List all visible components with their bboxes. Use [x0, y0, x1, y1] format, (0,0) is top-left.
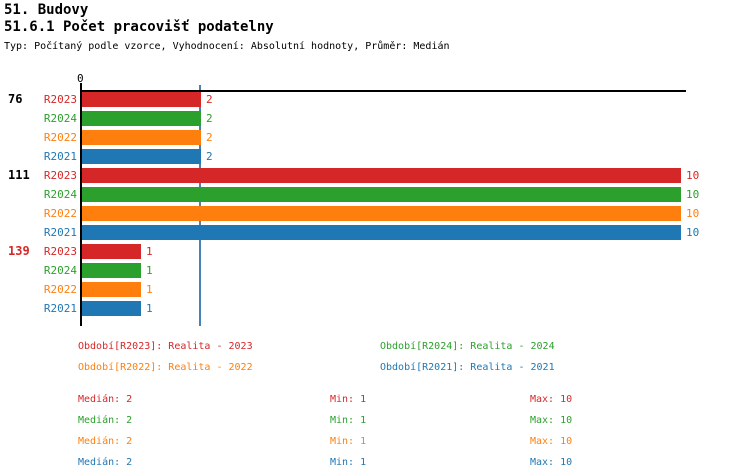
stat-median: Medián: 2 — [78, 394, 133, 405]
bar-row: 139 R2023 1 — [0, 244, 750, 259]
median-line — [199, 85, 201, 326]
bar-track: 2 — [81, 92, 750, 107]
series-label: R2022 — [43, 131, 77, 144]
bar-track: 10 — [81, 168, 750, 183]
bar-row: R2024 1 — [0, 263, 750, 278]
bar — [81, 168, 681, 183]
legend: Období[R2023]: Realita - 2023 Období[R202… — [78, 340, 555, 374]
stat-median: Medián: 2 — [78, 415, 133, 426]
legend-item: Období[R2021]: Realita - 2021 — [380, 362, 555, 373]
group-label: 139 — [8, 244, 30, 258]
group-label: 111 — [8, 168, 30, 182]
bar-row: 111 R2023 10 — [0, 168, 750, 183]
bar-track: 1 — [81, 282, 750, 297]
bar-value-label: 2 — [206, 131, 213, 144]
group-label: 76 — [8, 92, 23, 106]
bar-track: 1 — [81, 263, 750, 278]
stat-min: Min: 1 — [330, 436, 367, 447]
bar-value-label: 1 — [146, 264, 153, 277]
bar-value-label: 2 — [206, 112, 213, 125]
bar-row: R2021 1 — [0, 301, 750, 316]
bar-track: 10 — [81, 225, 750, 240]
stat-median: Medián: 2 — [78, 457, 133, 468]
series-label: R2022 — [43, 207, 77, 220]
bar — [81, 187, 681, 202]
bar-row: R2021 2 — [0, 149, 750, 164]
stat-max: Max: 10 — [530, 457, 573, 468]
bar-row: R2024 2 — [0, 111, 750, 126]
x-axis-zero-label: 0 — [77, 72, 84, 85]
series-label: R2024 — [43, 112, 77, 125]
bar-group: 111 R2023 10 R2024 10 R2022 10 R2021 10 — [0, 168, 750, 240]
stats-row: Medián: 2 Min: 1 Max: 10 — [78, 414, 572, 427]
bar-track: 2 — [81, 130, 750, 145]
stat-min: Min: 1 — [330, 457, 367, 468]
bar — [81, 301, 141, 316]
stat-median: Medián: 2 — [78, 436, 133, 447]
bar-track: 10 — [81, 206, 750, 221]
bar — [81, 149, 201, 164]
series-label: R2021 — [43, 226, 77, 239]
bar-track: 2 — [81, 149, 750, 164]
bar-value-label: 1 — [146, 302, 153, 315]
bar — [81, 244, 141, 259]
stats-row: Medián: 2 Min: 1 Max: 10 — [78, 456, 572, 469]
stats: Medián: 2 Min: 1 Max: 10 Medián: 2 Min: 1 Max… — [78, 393, 572, 469]
stat-max: Max: 10 — [530, 394, 573, 405]
bar — [81, 282, 141, 297]
bar-track: 1 — [81, 301, 750, 316]
bar-group: 139 R2023 1 R2024 1 R2022 1 R2021 1 — [0, 244, 750, 316]
bar-row: R2022 2 — [0, 130, 750, 145]
bar-row: R2024 10 — [0, 187, 750, 202]
stats-row: Medián: 2 Min: 1 Max: 10 — [78, 435, 572, 448]
series-label: R2024 — [43, 264, 77, 277]
legend-item: Období[R2024]: Realita - 2024 — [380, 341, 555, 352]
bar — [81, 111, 201, 126]
series-label: R2021 — [43, 302, 77, 315]
bar — [81, 225, 681, 240]
bar-value-label: 10 — [686, 226, 700, 239]
bar-row: R2022 10 — [0, 206, 750, 221]
x-axis-zero-tick — [80, 83, 82, 91]
bar-track: 1 — [81, 244, 750, 259]
bar-row: R2021 10 — [0, 225, 750, 240]
bar-value-label: 2 — [206, 93, 213, 106]
bar-row: 76 R2023 2 — [0, 92, 750, 107]
series-label: R2023 — [43, 93, 77, 106]
bar-group: 76 R2023 2 R2024 2 R2022 2 R2021 2 — [0, 92, 750, 164]
bar-row: R2022 1 — [0, 282, 750, 297]
bar-groups: 76 R2023 2 R2024 2 R2022 2 R2021 2 111 R2023 10 R202… — [0, 92, 750, 320]
x-axis-line — [81, 90, 686, 92]
series-label: R2022 — [43, 283, 77, 296]
bar — [81, 263, 141, 278]
bar — [81, 92, 201, 107]
series-label: R2023 — [43, 245, 77, 258]
bar-value-label: 10 — [686, 188, 700, 201]
series-label: R2021 — [43, 150, 77, 163]
bar-value-label: 10 — [686, 207, 700, 220]
page-title: 51. Budovy — [4, 2, 89, 18]
bar — [81, 130, 201, 145]
stat-max: Max: 10 — [530, 415, 573, 426]
bar-track: 10 — [81, 187, 750, 202]
stat-min: Min: 1 — [330, 394, 367, 405]
bar — [81, 206, 681, 221]
chart-subtitle: 51.6.1 Počet pracovišť podatelny — [4, 19, 274, 35]
bar-track: 2 — [81, 111, 750, 126]
stat-max: Max: 10 — [530, 436, 573, 447]
chart-meta: Typ: Počítaný podle vzorce, Vyhodnocení:… — [4, 41, 450, 52]
stat-min: Min: 1 — [330, 415, 367, 426]
bar-value-label: 1 — [146, 283, 153, 296]
legend-item: Období[R2023]: Realita - 2023 — [78, 341, 253, 352]
legend-item: Období[R2022]: Realita - 2022 — [78, 362, 253, 373]
bar-value-label: 2 — [206, 150, 213, 163]
y-axis-line — [80, 90, 82, 326]
stats-row: Medián: 2 Min: 1 Max: 10 — [78, 393, 572, 406]
series-label: R2024 — [43, 188, 77, 201]
bar-value-label: 10 — [686, 169, 700, 182]
bar-value-label: 1 — [146, 245, 153, 258]
series-label: R2023 — [43, 169, 77, 182]
